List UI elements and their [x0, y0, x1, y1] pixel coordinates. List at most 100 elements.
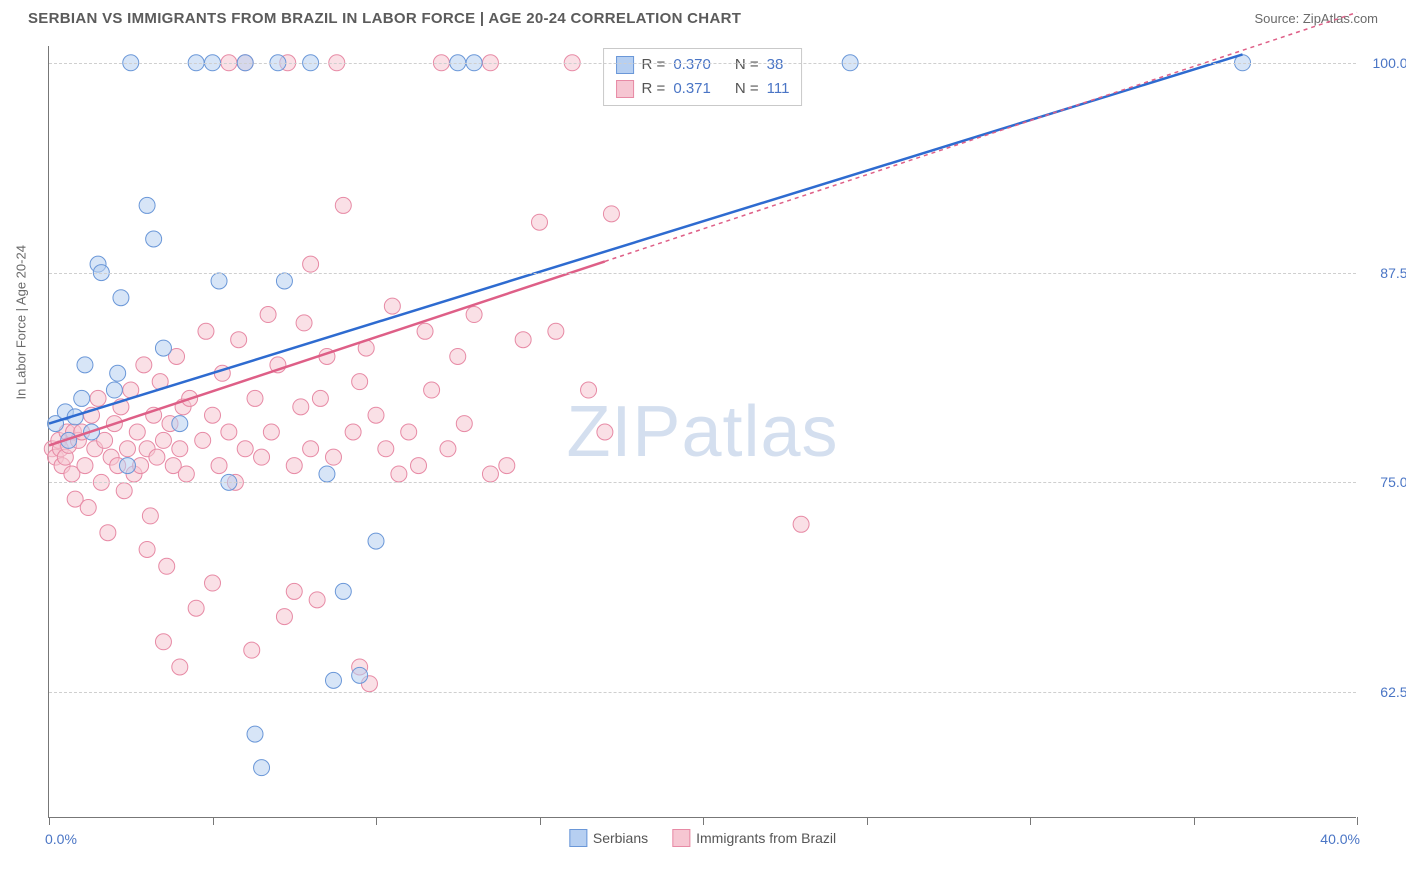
data-point [159, 558, 175, 574]
scatter-svg [49, 46, 1356, 817]
data-point [155, 634, 171, 650]
bottom-legend: Serbians Immigrants from Brazil [569, 829, 836, 847]
data-point [603, 206, 619, 222]
data-point [276, 273, 292, 289]
data-point [286, 458, 302, 474]
swatch-brazil [616, 80, 634, 98]
data-point [793, 516, 809, 532]
data-point [110, 365, 126, 381]
y-axis-label: 75.0% [1380, 474, 1406, 490]
data-point [198, 323, 214, 339]
x-tick [540, 817, 541, 825]
source-attribution: Source: ZipAtlas.com [1254, 11, 1378, 26]
data-point [319, 466, 335, 482]
x-tick [1357, 817, 1358, 825]
data-point [172, 416, 188, 432]
stats-row-brazil: R = 0.371 N = 111 [616, 77, 790, 101]
data-point [247, 390, 263, 406]
data-point [276, 609, 292, 625]
data-point [352, 374, 368, 390]
x-tick [1194, 817, 1195, 825]
data-point [172, 659, 188, 675]
data-point [139, 197, 155, 213]
data-point [482, 466, 498, 482]
data-point [296, 315, 312, 331]
data-point [391, 466, 407, 482]
data-point [142, 508, 158, 524]
data-point [100, 525, 116, 541]
data-point [146, 231, 162, 247]
data-point [309, 592, 325, 608]
data-point [119, 441, 135, 457]
y-axis-label: 62.5% [1380, 684, 1406, 700]
data-point [178, 466, 194, 482]
y-axis-title: In Labor Force | Age 20-24 [14, 245, 29, 399]
data-point [286, 583, 302, 599]
data-point [401, 424, 417, 440]
x-tick [376, 817, 377, 825]
gridline [49, 692, 1356, 693]
data-point [221, 424, 237, 440]
x-axis-label-left: 0.0% [45, 831, 77, 847]
data-point [254, 760, 270, 776]
data-point [456, 416, 472, 432]
data-point [325, 449, 341, 465]
data-point [303, 441, 319, 457]
y-axis-label: 87.5% [1380, 265, 1406, 281]
chart-plot-area: In Labor Force | Age 20-24 ZIPatlas R = … [48, 46, 1356, 818]
data-point [113, 290, 129, 306]
data-point [149, 449, 165, 465]
data-point [532, 214, 548, 230]
data-point [155, 432, 171, 448]
data-point [417, 323, 433, 339]
data-point [411, 458, 427, 474]
x-tick [703, 817, 704, 825]
legend-item-serbians: Serbians [569, 829, 648, 847]
x-axis-label-right: 40.0% [1320, 831, 1360, 847]
data-point [244, 642, 260, 658]
data-point [597, 424, 613, 440]
data-point [205, 575, 221, 591]
stat-n-label: N = [735, 53, 759, 77]
x-tick [1030, 817, 1031, 825]
data-point [260, 307, 276, 323]
data-point [77, 357, 93, 373]
stat-n-label: N = [735, 77, 759, 101]
x-tick [867, 817, 868, 825]
data-point [80, 500, 96, 516]
data-point [325, 672, 341, 688]
data-point [378, 441, 394, 457]
y-axis-label: 100.0% [1373, 55, 1406, 71]
data-point [119, 458, 135, 474]
data-point [352, 667, 368, 683]
gridline [49, 482, 1356, 483]
data-point [116, 483, 132, 499]
data-point [211, 458, 227, 474]
stat-r-label: R = [642, 77, 666, 101]
trend-line [49, 261, 605, 445]
data-point [155, 340, 171, 356]
data-point [466, 307, 482, 323]
data-point [335, 583, 351, 599]
data-point [312, 390, 328, 406]
data-point [106, 382, 122, 398]
stat-r-label: R = [642, 53, 666, 77]
stats-row-serbians: R = 0.370 N = 38 [616, 53, 790, 77]
gridline [49, 63, 1356, 64]
chart-header: SERBIAN VS IMMIGRANTS FROM BRAZIL IN LAB… [0, 0, 1406, 33]
data-point [499, 458, 515, 474]
chart-title: SERBIAN VS IMMIGRANTS FROM BRAZIL IN LAB… [28, 10, 741, 27]
data-point [77, 458, 93, 474]
data-point [237, 441, 253, 457]
x-tick [49, 817, 50, 825]
stat-r-value-brazil: 0.371 [673, 77, 711, 101]
data-point [195, 432, 211, 448]
data-point [515, 332, 531, 348]
data-point [368, 533, 384, 549]
data-point [205, 407, 221, 423]
data-point [231, 332, 247, 348]
data-point [440, 441, 456, 457]
data-point [136, 357, 152, 373]
correlation-stats-box: R = 0.370 N = 38 R = 0.371 N = 111 [603, 48, 803, 106]
data-point [90, 390, 106, 406]
